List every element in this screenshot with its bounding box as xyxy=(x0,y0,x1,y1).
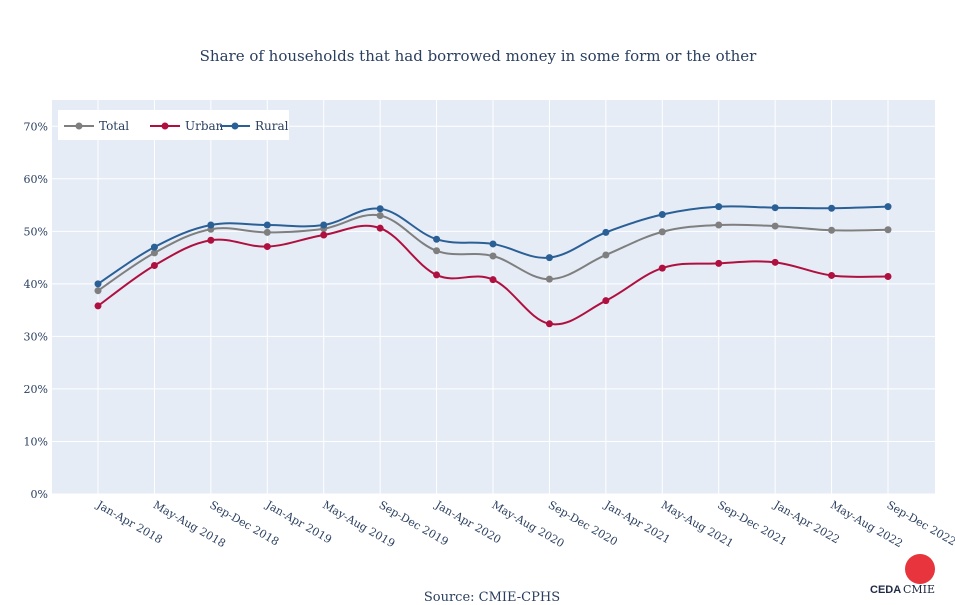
data-point-rural[interactable] xyxy=(658,211,666,219)
data-point-urban[interactable] xyxy=(150,261,158,269)
data-point-urban[interactable] xyxy=(94,302,102,310)
data-point-total[interactable] xyxy=(150,249,158,257)
data-point-urban[interactable] xyxy=(828,271,836,279)
data-point-urban[interactable] xyxy=(602,297,610,305)
data-point-total[interactable] xyxy=(715,221,723,229)
legend-label-rural: Rural xyxy=(255,119,289,133)
legend-marker-rural xyxy=(231,122,239,130)
data-point-rural[interactable] xyxy=(771,204,779,212)
data-point-total[interactable] xyxy=(884,226,892,234)
data-point-urban[interactable] xyxy=(771,258,779,266)
y-tick-label: 30% xyxy=(24,330,48,343)
data-point-urban[interactable] xyxy=(320,231,328,239)
series-group xyxy=(94,203,892,328)
series-rural[interactable] xyxy=(94,203,892,288)
data-point-urban[interactable] xyxy=(489,276,497,284)
data-point-rural[interactable] xyxy=(150,243,158,251)
legend-item-rural[interactable]: Rural xyxy=(220,119,289,133)
legend-item-urban[interactable]: Urban xyxy=(150,119,224,133)
data-point-rural[interactable] xyxy=(207,221,215,229)
y-tick-label: 40% xyxy=(24,278,48,291)
legend[interactable]: Total Urban Rural xyxy=(58,110,289,140)
y-tick-label: 70% xyxy=(24,120,48,133)
data-point-total[interactable] xyxy=(658,228,666,236)
y-tick-label: 20% xyxy=(24,383,48,396)
gridlines xyxy=(52,100,935,495)
y-tick-label: 60% xyxy=(24,173,48,186)
series-total[interactable] xyxy=(94,212,892,295)
data-point-urban[interactable] xyxy=(884,273,892,281)
data-point-total[interactable] xyxy=(489,252,497,260)
data-point-total[interactable] xyxy=(545,275,553,283)
logo-dot xyxy=(905,554,935,584)
data-point-rural[interactable] xyxy=(715,203,723,211)
data-point-total[interactable] xyxy=(433,247,441,255)
data-point-urban[interactable] xyxy=(376,224,384,232)
data-point-total[interactable] xyxy=(602,251,610,259)
legend-label-urban: Urban xyxy=(185,119,224,133)
logo: CEDA CMIE xyxy=(870,554,935,596)
logo-right-text: CMIE xyxy=(903,583,935,596)
y-tick-label: 10% xyxy=(24,435,48,448)
data-point-rural[interactable] xyxy=(320,221,328,229)
legend-marker-total xyxy=(75,122,83,130)
logo-left-text: CEDA xyxy=(870,584,901,596)
y-axis-ticks: 0% 10% 20% 30% 40% 50% 60% 70% xyxy=(24,120,48,501)
data-point-urban[interactable] xyxy=(433,271,441,279)
legend-marker-urban xyxy=(161,122,169,130)
data-point-urban[interactable] xyxy=(263,243,271,251)
data-point-rural[interactable] xyxy=(489,240,497,248)
data-point-urban[interactable] xyxy=(715,259,723,267)
data-point-rural[interactable] xyxy=(263,221,271,229)
data-point-rural[interactable] xyxy=(545,254,553,262)
y-tick-label: 50% xyxy=(24,225,48,238)
data-point-rural[interactable] xyxy=(94,280,102,288)
series-urban[interactable] xyxy=(94,224,892,328)
data-point-rural[interactable] xyxy=(602,228,610,236)
data-point-total[interactable] xyxy=(376,212,384,220)
data-point-urban[interactable] xyxy=(658,264,666,272)
data-point-rural[interactable] xyxy=(828,204,836,212)
data-point-rural[interactable] xyxy=(433,235,441,243)
source-note: Source: CMIE-CPHS xyxy=(424,590,560,605)
data-point-total[interactable] xyxy=(263,228,271,236)
data-point-total[interactable] xyxy=(94,287,102,295)
legend-label-total: Total xyxy=(99,119,129,133)
data-point-urban[interactable] xyxy=(207,236,215,244)
y-tick-label: 0% xyxy=(31,488,48,501)
data-point-total[interactable] xyxy=(771,222,779,230)
chart-title: Share of households that had borrowed mo… xyxy=(200,47,758,65)
data-point-rural[interactable] xyxy=(376,205,384,213)
legend-item-total[interactable]: Total xyxy=(64,119,129,133)
data-point-total[interactable] xyxy=(828,226,836,234)
data-point-urban[interactable] xyxy=(545,320,553,328)
data-point-rural[interactable] xyxy=(884,203,892,211)
